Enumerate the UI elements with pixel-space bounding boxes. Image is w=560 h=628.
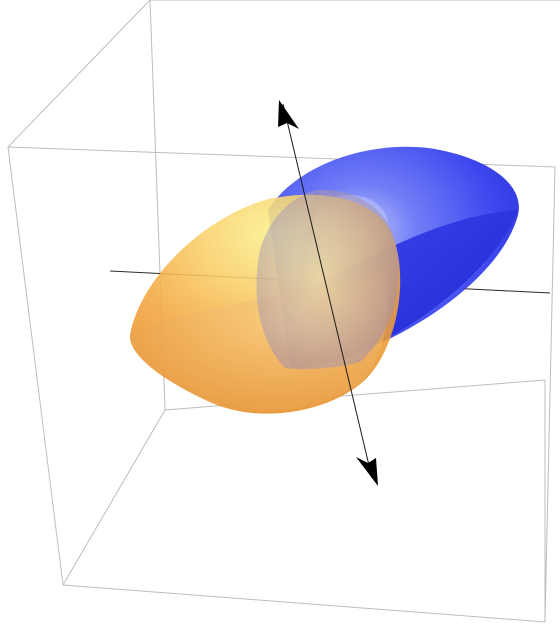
box-edge-front-left bbox=[7, 146, 64, 586]
box-edge-front-bottom bbox=[62, 584, 546, 623]
arrowhead-top bbox=[278, 100, 299, 129]
box-edge-bottom-left bbox=[62, 409, 166, 586]
rotation-axis-line bbox=[282, 103, 373, 479]
box-edge-front-right bbox=[544, 166, 556, 623]
box-edge-top-left bbox=[7, 0, 151, 148]
rotation-axis bbox=[278, 100, 378, 486]
overlap-region bbox=[256, 189, 399, 370]
arrowhead-bottom bbox=[356, 457, 378, 486]
